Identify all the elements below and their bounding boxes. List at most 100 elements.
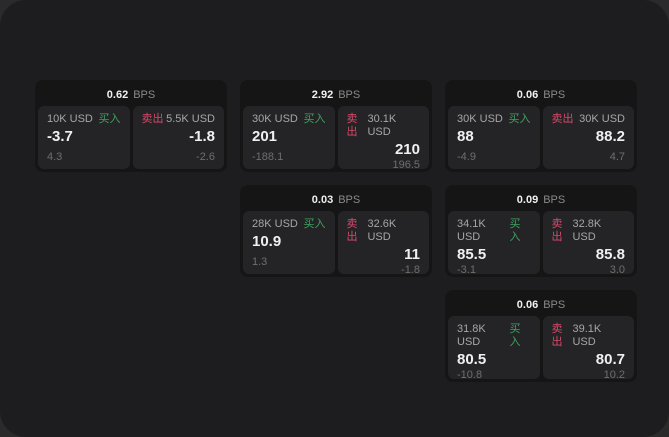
buy-panel-header: 30K USD 买入 — [457, 113, 531, 126]
bps-unit-label: BPS — [338, 88, 361, 101]
bps-header: 0.03 BPS — [243, 188, 429, 211]
bps-unit-label: BPS — [338, 193, 361, 206]
sell-change-value: 196.5 — [392, 159, 420, 171]
sell-panel-header: 卖出 39.1K USD — [552, 323, 626, 349]
sell-tag: 卖出 — [141, 113, 164, 125]
quote-panels: 28K USD 买入 10.9 1.3 卖出 32.6K USD 11 -1.8 — [243, 211, 429, 276]
buy-tag: 买入 — [303, 113, 326, 125]
sell-panel-header: 卖出 32.8K USD — [552, 218, 626, 244]
bps-value: 2.92 — [311, 88, 334, 101]
bps-value: 0.09 — [516, 193, 539, 206]
buy-change-value: -188.1 — [252, 151, 284, 163]
buy-panel[interactable]: 28K USD 买入 10.9 1.3 — [243, 211, 335, 274]
card-column: 2.92 BPS 30K USD 买入 201 -188.1 卖出 30.1K … — [240, 80, 432, 277]
buy-panel-header: 30K USD 买入 — [252, 113, 326, 126]
buy-tag: 买入 — [98, 113, 121, 125]
quote-card[interactable]: 0.06 BPS 30K USD 买入 88 -4.9 卖出 30K USD 8… — [445, 80, 637, 172]
quote-card[interactable]: 0.06 BPS 31.8K USD 买入 80.5 -10.8 卖出 39.1… — [445, 290, 637, 382]
sell-notional-label: 30.1K USD — [367, 113, 397, 138]
quote-card[interactable]: 0.62 BPS 10K USD 买入 -3.7 4.3 卖出 5.5K USD… — [35, 80, 227, 172]
sell-price-value: 85.8 — [595, 246, 625, 263]
sell-tag: 卖出 — [346, 113, 358, 138]
bps-value: 0.62 — [106, 88, 129, 101]
quote-panels: 10K USD 买入 -3.7 4.3 卖出 5.5K USD -1.8 -2.… — [38, 106, 224, 169]
quote-panels: 30K USD 买入 88 -4.9 卖出 30K USD 88.2 4.7 — [448, 106, 634, 169]
buy-notional-label: 28K USD — [252, 218, 298, 230]
sell-price-value: 88.2 — [595, 128, 625, 145]
buy-price-value: 88 — [457, 128, 474, 145]
sell-panel[interactable]: 卖出 30K USD 88.2 4.7 — [542, 106, 634, 169]
bps-header: 0.09 BPS — [448, 188, 634, 211]
buy-price-value: 80.5 — [457, 351, 487, 368]
quote-panels: 31.8K USD 买入 80.5 -10.8 卖出 39.1K USD 80.… — [448, 316, 634, 381]
sell-change-value: 3.0 — [609, 264, 625, 276]
sell-panel[interactable]: 卖出 39.1K USD 80.7 10.2 — [542, 316, 634, 381]
sell-notional-label: 32.8K USD — [572, 218, 602, 243]
sell-panel-header: 卖出 30K USD — [552, 113, 626, 126]
buy-panel-header: 10K USD 买入 — [47, 113, 121, 126]
sell-panel[interactable]: 卖出 5.5K USD -1.8 -2.6 — [132, 106, 224, 169]
quote-card[interactable]: 0.09 BPS 34.1K USD 买入 85.5 -3.1 卖出 32.8K… — [445, 185, 637, 277]
buy-change-value: 4.3 — [47, 151, 63, 163]
buy-notional-label: 31.8K USD — [457, 323, 486, 348]
card-column: 0.06 BPS 30K USD 买入 88 -4.9 卖出 30K USD 8… — [445, 80, 637, 382]
sell-panel-header: 卖出 32.6K USD — [347, 218, 421, 244]
trading-grid: 0.62 BPS 10K USD 买入 -3.7 4.3 卖出 5.5K USD… — [35, 80, 637, 382]
buy-price-value: 85.5 — [457, 246, 487, 263]
sell-price-value: -1.8 — [189, 128, 215, 145]
sell-panel[interactable]: 卖出 32.6K USD 11 -1.8 — [337, 211, 429, 276]
buy-panel[interactable]: 34.1K USD 买入 85.5 -3.1 — [448, 211, 540, 276]
sell-notional-label: 39.1K USD — [572, 323, 602, 348]
buy-notional-label: 30K USD — [457, 113, 503, 125]
buy-panel-header: 28K USD 买入 — [252, 218, 326, 231]
bps-value: 0.06 — [516, 298, 539, 311]
sell-change-value: 4.7 — [609, 151, 625, 163]
quote-card[interactable]: 0.03 BPS 28K USD 买入 10.9 1.3 卖出 32.6K US… — [240, 185, 432, 277]
bps-value: 0.06 — [516, 88, 539, 101]
buy-panel[interactable]: 30K USD 买入 88 -4.9 — [448, 106, 540, 169]
sell-notional-label: 32.6K USD — [367, 218, 397, 243]
buy-change-value: -10.8 — [457, 369, 483, 381]
buy-panel-header: 31.8K USD 买入 — [457, 323, 531, 349]
sell-tag: 卖出 — [551, 218, 563, 243]
sell-notional-label: 30K USD — [579, 113, 625, 125]
sell-notional-label: 5.5K USD — [166, 113, 215, 125]
buy-panel[interactable]: 10K USD 买入 -3.7 4.3 — [38, 106, 130, 169]
buy-price-value: -3.7 — [47, 128, 73, 145]
sell-tag: 卖出 — [551, 113, 574, 125]
buy-panel-header: 34.1K USD 买入 — [457, 218, 531, 244]
bps-header: 2.92 BPS — [243, 83, 429, 106]
sell-tag: 卖出 — [346, 218, 358, 243]
sell-change-value: 10.2 — [603, 369, 625, 381]
bps-header: 0.06 BPS — [448, 83, 634, 106]
buy-price-value: 201 — [252, 128, 278, 145]
sell-price-value: 210 — [394, 141, 420, 158]
sell-price-value: 11 — [404, 246, 420, 263]
quote-card[interactable]: 2.92 BPS 30K USD 买入 201 -188.1 卖出 30.1K … — [240, 80, 432, 172]
bps-unit-label: BPS — [543, 298, 566, 311]
quote-panels: 34.1K USD 买入 85.5 -3.1 卖出 32.8K USD 85.8… — [448, 211, 634, 276]
buy-tag: 买入 — [508, 113, 531, 125]
buy-notional-label: 34.1K USD — [457, 218, 486, 243]
sell-price-value: 80.7 — [595, 351, 625, 368]
bps-value: 0.03 — [311, 193, 334, 206]
buy-notional-label: 10K USD — [47, 113, 93, 125]
sell-panel-header: 卖出 5.5K USD — [142, 113, 216, 126]
buy-change-value: -3.1 — [457, 264, 476, 276]
buy-notional-label: 30K USD — [252, 113, 298, 125]
buy-panel[interactable]: 30K USD 买入 201 -188.1 — [243, 106, 335, 169]
buy-tag: 买入 — [509, 323, 521, 348]
sell-panel[interactable]: 卖出 32.8K USD 85.8 3.0 — [542, 211, 634, 276]
sell-panel[interactable]: 卖出 30.1K USD 210 196.5 — [337, 106, 429, 171]
sell-panel-header: 卖出 30.1K USD — [347, 113, 421, 139]
sell-change-value: -2.6 — [196, 151, 215, 163]
buy-change-value: -4.9 — [457, 151, 476, 163]
buy-panel[interactable]: 31.8K USD 买入 80.5 -10.8 — [448, 316, 540, 381]
buy-tag: 买入 — [509, 218, 521, 243]
card-column: 0.62 BPS 10K USD 买入 -3.7 4.3 卖出 5.5K USD… — [35, 80, 227, 172]
quote-panels: 30K USD 买入 201 -188.1 卖出 30.1K USD 210 1… — [243, 106, 429, 171]
sell-change-value: -1.8 — [401, 264, 420, 276]
bps-unit-label: BPS — [543, 193, 566, 206]
buy-tag: 买入 — [303, 218, 326, 230]
